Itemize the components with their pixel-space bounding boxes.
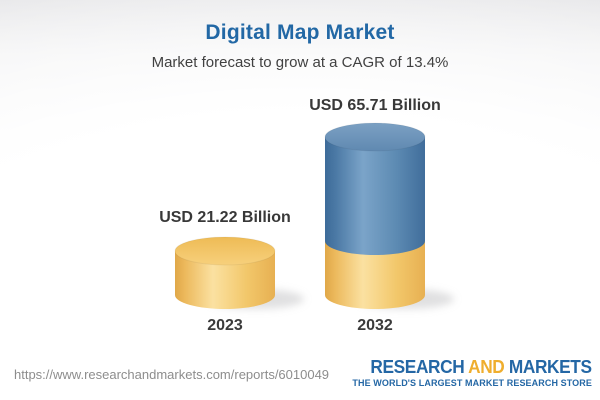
bar-2023-cylinder	[174, 236, 276, 309]
page-subtitle: Market forecast to grow at a CAGR of 13.…	[151, 54, 449, 71]
bar-value-label-2032: USD 65.71 Billion	[309, 97, 441, 114]
axis-label-2023: 2023	[207, 317, 243, 334]
research-and-markets-logo: RESEARCH AND MARKETS THE WORLD'S LARGEST…	[352, 358, 592, 388]
logo-tagline: THE WORLD'S LARGEST MARKET RESEARCH STOR…	[352, 378, 592, 388]
report-url: https://www.researchandmarkets.com/repor…	[14, 367, 330, 382]
logo-word-markets: MARKETS	[509, 357, 592, 377]
logo-word-and: AND	[468, 357, 506, 377]
logo-wordmark: RESEARCH AND MARKETS	[362, 357, 593, 377]
bar-2032-cylinder	[324, 122, 426, 309]
bar-value-label-2023: USD 21.22 Billion	[159, 209, 291, 226]
page-title: Digital Map Market	[205, 21, 395, 44]
logo-word-research: RESEARCH	[370, 357, 465, 377]
axis-label-2032: 2032	[357, 317, 393, 334]
